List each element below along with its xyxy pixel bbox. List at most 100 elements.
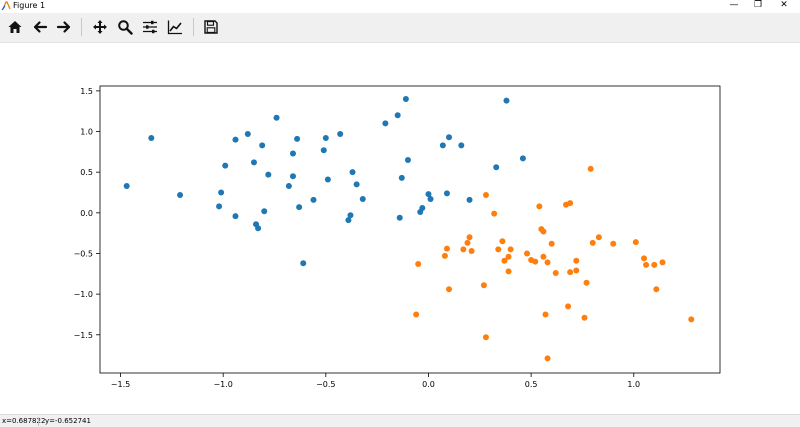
- scatter-point-series-1: [216, 203, 223, 210]
- x-coordinate-readout: x=0.687822: [2, 417, 46, 425]
- scatter-point-series-1: [148, 135, 155, 142]
- scatter-point-series-1: [425, 191, 432, 198]
- scatter-point-series-2: [688, 316, 695, 323]
- scatter-point-series-1: [244, 130, 251, 137]
- scatter-point-series-1: [458, 142, 465, 149]
- sliders-icon: [143, 20, 157, 34]
- scatter-point-series-2: [482, 191, 489, 198]
- scatter-point-series-2: [482, 334, 489, 341]
- x-tick-label: 0.0: [422, 380, 435, 389]
- scatter-point-series-1: [493, 164, 500, 171]
- scatter-point-series-2: [536, 203, 543, 210]
- scatter-point-series-2: [542, 311, 549, 318]
- line-chart-icon: [167, 20, 182, 35]
- scatter-point-series-1: [289, 173, 296, 180]
- scatter-point-series-2: [548, 240, 555, 247]
- y-tick-label: 0.5: [80, 168, 93, 177]
- scatter-point-series-2: [587, 165, 594, 172]
- points-layer: [123, 96, 695, 362]
- title-bar: Figure 1 — ❐ ✕: [0, 0, 800, 13]
- home-icon: [8, 21, 22, 33]
- scatter-point-series-1: [345, 217, 352, 224]
- scatter-point-series-2: [524, 250, 531, 257]
- scatter-point-series-2: [643, 261, 650, 268]
- scatter-point-series-1: [300, 260, 307, 267]
- scatter-point-series-1: [466, 196, 473, 203]
- scatter-point-series-1: [439, 142, 446, 149]
- scatter-point-series-1: [396, 214, 403, 221]
- y-tick-label: −1.5: [74, 331, 93, 340]
- scatter-point-series-2: [441, 252, 448, 259]
- scatter-point-series-2: [446, 286, 453, 293]
- scatter-point-series-1: [218, 189, 225, 196]
- scatter-point-series-2: [544, 259, 551, 266]
- minimize-button[interactable]: —: [729, 0, 739, 10]
- scatter-point-series-2: [413, 311, 420, 318]
- scatter-point-series-1: [394, 112, 401, 119]
- toolbar-separator: [193, 18, 194, 36]
- scatter-point-series-1: [353, 181, 360, 188]
- scatter-point-series-2: [532, 258, 539, 265]
- scatter-point-series-1: [285, 183, 292, 190]
- scatter-point-series-1: [398, 174, 405, 181]
- scatter-point-series-2: [415, 261, 422, 268]
- scatter-point-series-2: [573, 257, 580, 264]
- magnifier-icon: [118, 20, 133, 35]
- scatter-point-series-2: [595, 234, 602, 241]
- scatter-point-series-1: [446, 134, 453, 141]
- move-icon: [93, 20, 107, 34]
- scatter-point-series-2: [540, 228, 547, 235]
- scatter-point-series-1: [404, 156, 411, 163]
- scatter-point-series-1: [177, 191, 184, 198]
- tick-layer: −1.5 −1.0 −0.5 0.0 0.5 1.0 1.5 1.0 0.5 0.0 −0.5 −1.…: [74, 87, 641, 389]
- scatter-point-series-1: [250, 159, 257, 166]
- save-button[interactable]: [200, 16, 222, 38]
- scatter-chart[interactable]: −1.5 −1.0 −0.5 0.0 0.5 1.0 1.5 1.0 0.5 0.0 −0.5 −1.…: [0, 43, 800, 413]
- scatter-point-series-2: [552, 269, 559, 276]
- y-coordinate-readout: y=-0.652741: [45, 417, 91, 425]
- y-tick-label: 0.0: [80, 209, 93, 218]
- close-button[interactable]: ✕: [780, 0, 788, 10]
- y-tick-label: −0.5: [74, 249, 93, 258]
- scatter-point-series-1: [222, 162, 229, 169]
- scatter-point-series-2: [505, 253, 512, 260]
- app-icon: [1, 1, 11, 11]
- scatter-point-series-1: [232, 213, 239, 220]
- scatter-point-series-1: [402, 96, 409, 103]
- scatter-point-series-1: [320, 147, 327, 154]
- scatter-point-series-1: [273, 114, 280, 121]
- scatter-point-series-2: [460, 246, 467, 253]
- y-tick-label: 1.5: [80, 87, 93, 96]
- window-title: Figure 1: [13, 1, 46, 10]
- scatter-point-series-1: [289, 150, 296, 157]
- scatter-point-series-1: [296, 204, 303, 211]
- scatter-point-series-1: [347, 212, 354, 219]
- edit-axis-button[interactable]: [164, 16, 186, 38]
- scatter-point-series-1: [382, 120, 389, 127]
- configure-subplots-button[interactable]: [139, 16, 161, 38]
- pan-button[interactable]: [89, 16, 111, 38]
- scatter-point-series-2: [507, 246, 514, 253]
- back-button[interactable]: [29, 16, 51, 38]
- scatter-point-series-2: [567, 269, 574, 276]
- x-tick-label: 1.0: [627, 380, 640, 389]
- zoom-button[interactable]: [114, 16, 136, 38]
- status-bar: x=0.687822 y=-0.652741: [0, 414, 800, 427]
- maximize-button[interactable]: ❐: [753, 0, 763, 10]
- scatter-point-series-2: [581, 314, 588, 321]
- status-separator: [38, 417, 39, 426]
- toolbar-separator: [81, 18, 82, 36]
- scatter-point-series-1: [255, 225, 262, 232]
- figure-canvas[interactable]: −1.5 −1.0 −0.5 0.0 0.5 1.0 1.5 1.0 0.5 0.0 −0.5 −1.…: [0, 43, 800, 413]
- axes-frame: [99, 85, 721, 374]
- back-arrow-icon: [33, 21, 48, 33]
- scatter-point-series-2: [464, 239, 471, 246]
- home-button[interactable]: [4, 16, 26, 38]
- scatter-point-series-2: [565, 303, 572, 310]
- scatter-point-series-2: [544, 355, 551, 362]
- scatter-point-series-1: [519, 155, 526, 162]
- scatter-point-series-1: [359, 196, 366, 203]
- scatter-point-series-2: [573, 267, 580, 274]
- forward-button[interactable]: [53, 16, 75, 38]
- scatter-point-series-1: [443, 190, 450, 197]
